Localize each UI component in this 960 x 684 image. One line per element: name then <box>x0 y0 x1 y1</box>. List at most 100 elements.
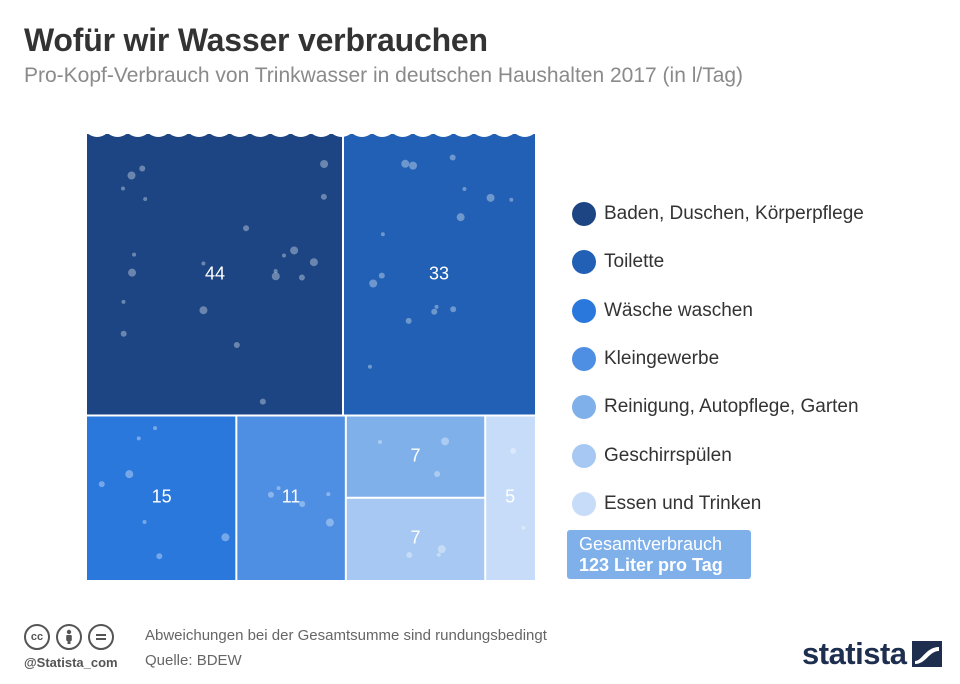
bubble-decoration <box>509 197 514 202</box>
legend-item-geschirrspuelen: Geschirrspülen <box>572 431 942 479</box>
bubble-decoration <box>449 154 456 161</box>
bubble-decoration <box>320 193 327 200</box>
legend-item-essen-und-trinken: Essen und Trinken <box>572 480 942 528</box>
bubble-decoration <box>143 197 148 202</box>
bubble-decoration <box>273 268 278 273</box>
legend-item-reinigung-autopflege-garten: Reinigung, Autopflege, Garten <box>572 383 942 431</box>
bubble-decoration <box>521 525 526 530</box>
bubble-decoration <box>450 306 457 313</box>
treemap-tile-reinigung-autopflege-garten <box>346 416 485 497</box>
bubble-decoration <box>267 491 274 498</box>
bubble-decoration <box>462 186 467 191</box>
bubble-decoration <box>153 426 158 431</box>
bubble-decoration <box>125 470 134 479</box>
legend-label: Wäsche waschen <box>604 299 753 321</box>
source-note: Quelle: BDEW <box>145 652 242 669</box>
legend-swatch-icon <box>572 298 596 323</box>
water-surface-wave <box>87 124 535 137</box>
legend-label: Kleingewerbe <box>604 348 720 370</box>
bubble-decoration <box>486 193 495 202</box>
bubble-decoration <box>367 364 372 369</box>
bubble-decoration <box>142 519 147 524</box>
bubble-decoration <box>434 304 439 309</box>
statista-handle[interactable]: @Statista_com <box>24 655 118 670</box>
bubble-decoration <box>369 279 378 288</box>
no-derivatives-icon <box>88 624 114 650</box>
chart-legend: Baden, Duschen, Körperpflege Toilette Wäsc… <box>572 190 942 528</box>
legend-swatch-icon <box>572 347 596 372</box>
bubble-decoration <box>377 439 382 444</box>
bubble-decoration <box>380 232 385 237</box>
chart-subtitle: Pro-Kopf-Verbrauch von Trinkwasser in de… <box>24 64 744 87</box>
bubble-decoration <box>128 268 137 277</box>
bubble-decoration <box>510 447 517 454</box>
bubble-decoration <box>441 437 450 446</box>
bubble-decoration <box>436 552 441 557</box>
legend-label: Toilette <box>604 251 665 273</box>
legend-item-kleingewerbe: Kleingewerbe <box>572 335 942 383</box>
legend-swatch-icon <box>572 491 596 516</box>
bubble-decoration <box>221 533 230 542</box>
bubble-decoration <box>290 246 299 255</box>
treemap-tile-toilette <box>344 134 535 415</box>
bubble-decoration <box>378 272 385 279</box>
value-label-toilette: 33 <box>429 263 449 283</box>
bubble-decoration <box>276 486 281 491</box>
legend-item-baden-duschen-koerperpflege: Baden, Duschen, Körperpflege <box>572 190 942 238</box>
treemap-tile-kleingewerbe <box>237 416 345 580</box>
bubble-decoration <box>98 481 105 488</box>
license-icons: cc <box>24 624 114 650</box>
bubble-decoration <box>325 518 334 527</box>
bubble-decoration <box>437 545 446 554</box>
bubble-decoration <box>136 436 141 441</box>
bubble-decoration <box>409 161 418 170</box>
bubble-decoration <box>299 500 306 507</box>
bubble-decoration <box>259 398 266 405</box>
bubble-decoration <box>199 306 208 315</box>
value-label-essen-und-trinken: 5 <box>505 486 515 506</box>
treemap-chart: 44 33 15 11 7 7 5 <box>87 124 535 580</box>
bubble-decoration <box>431 308 438 315</box>
bubble-decoration <box>309 258 318 267</box>
legend-item-toilette: Toilette <box>572 238 942 286</box>
treemap-tile-essen-und-trinken <box>486 416 535 580</box>
bubble-decoration <box>282 253 287 258</box>
statista-logo-text: statista <box>802 636 907 671</box>
bubble-decoration <box>456 213 465 222</box>
bubble-decoration <box>132 252 137 257</box>
bubble-decoration <box>434 470 441 477</box>
legend-item-waesche-waschen: Wäsche waschen <box>572 287 942 335</box>
bubble-decoration <box>405 317 412 324</box>
treemap-tile-geschirrspuelen <box>346 498 485 580</box>
statista-logo[interactable]: statista <box>802 636 942 672</box>
bubble-decoration <box>139 165 146 172</box>
statista-logo-icon <box>911 641 942 667</box>
bubble-decoration <box>120 330 127 337</box>
bubble-decoration <box>326 492 331 497</box>
total-label: Gesamtverbrauch <box>579 533 723 554</box>
bubble-decoration <box>271 272 280 281</box>
legend-swatch-icon <box>572 202 596 227</box>
legend-label: Reinigung, Autopflege, Garten <box>604 396 859 418</box>
bubble-decoration <box>120 186 125 191</box>
bubble-decoration <box>156 553 163 560</box>
legend-label: Geschirrspülen <box>604 444 732 466</box>
legend-swatch-icon <box>572 395 596 420</box>
bubble-decoration <box>243 225 250 232</box>
bubble-decoration <box>401 159 410 168</box>
chart-title: Wofür wir Wasser verbrauchen <box>24 22 488 58</box>
rounding-note: Abweichungen bei der Gesamtsumme sind ru… <box>145 627 547 644</box>
value-label-reinigung-autopflege-garten: 7 <box>411 445 421 465</box>
bubble-decoration <box>320 160 329 169</box>
value-label-waesche-waschen: 15 <box>152 486 172 506</box>
legend-swatch-icon <box>572 443 596 468</box>
treemap-tile-waesche-waschen <box>87 416 236 580</box>
legend-swatch-icon <box>572 250 596 275</box>
total-consumption-badge: Gesamtverbrauch 123 Liter pro Tag <box>567 530 751 579</box>
bubble-decoration <box>233 342 240 349</box>
total-value: 123 Liter pro Tag <box>579 554 723 575</box>
bubble-decoration <box>127 171 136 180</box>
attribution-icon <box>56 624 82 650</box>
legend-label: Essen und Trinken <box>604 492 762 514</box>
bubble-decoration <box>201 261 206 266</box>
